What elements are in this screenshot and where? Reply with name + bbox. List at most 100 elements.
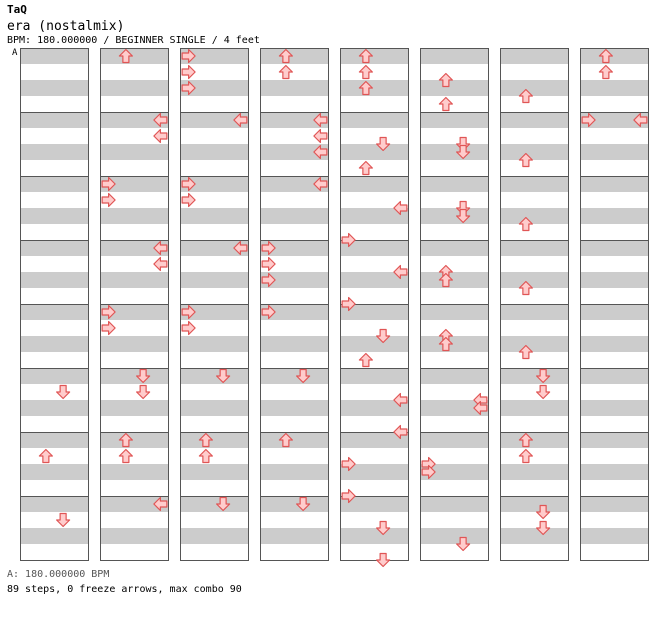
beat-band (500, 528, 569, 544)
beat-band (500, 224, 569, 240)
beat-band (420, 176, 489, 192)
beat-band (100, 512, 169, 528)
up-arrow-icon (376, 520, 391, 536)
beat-band (580, 432, 649, 448)
beat-band (260, 224, 329, 240)
down-arrow-icon (118, 432, 133, 448)
beat-band (420, 192, 489, 208)
beat-band (180, 480, 249, 496)
beat-band (340, 208, 409, 224)
down-arrow-icon (198, 448, 213, 464)
beat-band (260, 48, 329, 64)
beat-band (420, 368, 489, 384)
beat-band (420, 528, 489, 544)
measure-border (340, 496, 409, 561)
down-arrow-icon (358, 80, 373, 96)
beat-band (340, 240, 409, 256)
beat-band (180, 80, 249, 96)
beat-band (420, 464, 489, 480)
beat-band (180, 176, 249, 192)
beat-band (20, 96, 89, 112)
beat-band (260, 528, 329, 544)
beat-band (260, 496, 329, 512)
beat-band (500, 384, 569, 400)
up-arrow-icon (136, 384, 151, 400)
beat-band (20, 464, 89, 480)
beat-band (260, 208, 329, 224)
beat-band (100, 144, 169, 160)
up-arrow-icon (376, 328, 391, 344)
beat-band (180, 224, 249, 240)
beat-band (420, 224, 489, 240)
up-arrow-icon (56, 384, 71, 400)
beat-band (100, 224, 169, 240)
beat-band (100, 240, 169, 256)
beat-band (580, 192, 649, 208)
beat-band (20, 208, 89, 224)
beat-band (100, 320, 169, 336)
beat-band (180, 320, 249, 336)
beat-band (100, 64, 169, 80)
beat-band (500, 480, 569, 496)
beat-band (340, 336, 409, 352)
beat-band (20, 112, 89, 128)
beat-band (180, 368, 249, 384)
beat-band (580, 464, 649, 480)
step-stats: 89 steps, 0 freeze arrows, max combo 90 (7, 584, 242, 595)
beat-band (180, 48, 249, 64)
beat-band (260, 112, 329, 128)
beat-band (260, 464, 329, 480)
measure-border (580, 496, 649, 561)
beat-band (580, 112, 649, 128)
beat-band (340, 496, 409, 512)
beat-band (340, 48, 409, 64)
beat-band (420, 336, 489, 352)
beat-band (420, 64, 489, 80)
beat-band (340, 400, 409, 416)
left-arrow-icon (101, 304, 116, 320)
beat-band (340, 80, 409, 96)
beat-band (340, 144, 409, 160)
right-arrow-icon (233, 240, 248, 256)
beat-band (20, 128, 89, 144)
beat-band (580, 384, 649, 400)
beat-band (100, 208, 169, 224)
beat-band (500, 240, 569, 256)
down-arrow-icon (598, 64, 613, 80)
beat-band (420, 112, 489, 128)
measure-border (180, 496, 249, 561)
up-arrow-icon (456, 536, 471, 552)
beat-band (180, 528, 249, 544)
beat-band (420, 384, 489, 400)
beat-band (100, 192, 169, 208)
beat-band (100, 400, 169, 416)
beat-band (180, 352, 249, 368)
left-arrow-icon (341, 296, 356, 312)
beat-band (260, 128, 329, 144)
beat-band (180, 272, 249, 288)
up-arrow-icon (536, 384, 551, 400)
chart-column (420, 48, 489, 561)
beat-band (100, 496, 169, 512)
beat-band (20, 272, 89, 288)
beat-band (340, 288, 409, 304)
up-arrow-icon (536, 504, 551, 520)
beat-band (20, 512, 89, 528)
beat-band (180, 336, 249, 352)
beat-band (420, 400, 489, 416)
up-arrow-icon (456, 208, 471, 224)
beat-band (500, 208, 569, 224)
down-arrow-icon (358, 48, 373, 64)
beat-band (100, 352, 169, 368)
beat-band (500, 432, 569, 448)
beat-band (500, 192, 569, 208)
beat-band (340, 480, 409, 496)
beat-band (500, 336, 569, 352)
down-arrow-icon (438, 336, 453, 352)
beat-band (260, 176, 329, 192)
artist-name: TaQ (7, 3, 27, 16)
beat-band (420, 480, 489, 496)
beat-band (580, 128, 649, 144)
right-arrow-icon (153, 112, 168, 128)
